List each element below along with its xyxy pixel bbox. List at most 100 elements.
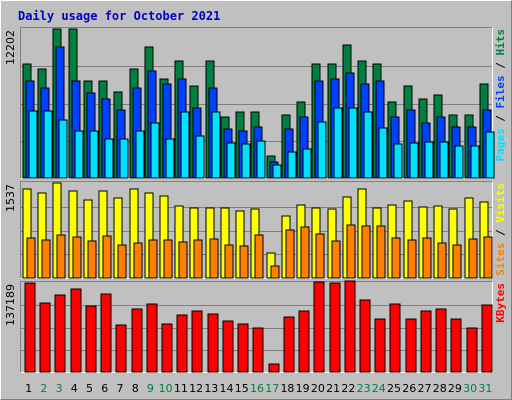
- bar-sites: [254, 234, 264, 279]
- bar-sites: [117, 244, 127, 279]
- bar-sites: [437, 242, 447, 279]
- day-label: 2: [40, 382, 47, 395]
- bar-kbytes: [100, 293, 112, 373]
- bar-pages: [272, 164, 282, 179]
- day-label: 13: [204, 382, 218, 395]
- bar-kbytes: [85, 305, 97, 373]
- day-label: 17: [265, 382, 279, 395]
- bar-pages: [378, 127, 388, 179]
- bar-sites: [209, 238, 219, 279]
- bar-sites: [239, 245, 249, 279]
- bar-kbytes: [237, 323, 249, 373]
- day-label: 12: [189, 382, 203, 395]
- bar-sites: [87, 240, 97, 279]
- x-axis-labels: 1 2 3 4 5 6 7 8 9 10 11 12 13 14 15 16 17 18 19 20 21 22 23 24 2…: [25, 382, 492, 395]
- bar-kbytes: [161, 323, 173, 373]
- bar-kbytes: [374, 318, 386, 373]
- day-label: 5: [86, 382, 93, 395]
- bar-sites: [422, 237, 432, 279]
- chart-title: Daily usage for October 2021: [18, 9, 220, 23]
- bar-sites: [270, 265, 280, 279]
- bar-pages: [409, 142, 419, 179]
- panel-visits-sites: 1537 Sites / Visits: [4, 181, 507, 279]
- bar-sites: [285, 229, 295, 279]
- bar-kbytes: [329, 282, 341, 373]
- legend-entry: /: [494, 223, 507, 243]
- bar-pages: [74, 130, 84, 179]
- bar-kbytes: [283, 316, 295, 373]
- legend: KBytes: [494, 283, 507, 323]
- bar-kbytes: [24, 282, 36, 373]
- bar-pages: [150, 122, 160, 179]
- bar-sites: [483, 236, 493, 279]
- bar-kbytes: [252, 327, 264, 373]
- legend-entry: Pages: [494, 128, 507, 161]
- bar-pages: [393, 143, 403, 179]
- bar-kbytes: [222, 320, 234, 373]
- bar-pages: [424, 141, 434, 179]
- bar-pages: [226, 142, 236, 179]
- day-label: 23: [357, 382, 371, 395]
- bar-pages: [119, 138, 129, 179]
- day-label: 16: [250, 382, 264, 395]
- y-max-label: 1537: [4, 184, 17, 212]
- bar-kbytes: [39, 302, 51, 373]
- day-label: 14: [220, 382, 234, 395]
- bar-sites: [331, 240, 341, 279]
- day-label: 22: [341, 382, 355, 395]
- bar-pages: [348, 107, 358, 179]
- bar-kbytes: [298, 310, 310, 373]
- legend-entry: /: [494, 109, 507, 129]
- bar-sites: [163, 239, 173, 279]
- bar-sites: [300, 226, 310, 279]
- bar-sites: [56, 234, 66, 279]
- legend-entry: Visits: [494, 183, 507, 223]
- bar-pages: [302, 148, 312, 179]
- legend-entry: Files: [494, 75, 507, 108]
- bar-kbytes: [54, 294, 66, 373]
- day-label: 27: [417, 382, 431, 395]
- bar-kbytes: [176, 314, 188, 373]
- panel-edge-dark: [20, 281, 493, 373]
- legend-entry: Sites: [494, 243, 507, 276]
- day-label: 1: [25, 382, 32, 395]
- bar-kbytes: [435, 308, 447, 373]
- bar-sites: [133, 242, 143, 279]
- day-label: 31: [478, 382, 492, 395]
- day-label: 15: [235, 382, 249, 395]
- day-label: 24: [372, 382, 386, 395]
- bar-kbytes: [191, 310, 203, 373]
- bar-kbytes: [420, 310, 432, 373]
- panel-edge-dark: [20, 181, 493, 279]
- day-label: 29: [448, 382, 462, 395]
- bar-sites: [391, 237, 401, 279]
- bar-pages: [485, 131, 495, 179]
- day-label: 26: [402, 382, 416, 395]
- bar-kbytes: [207, 313, 219, 373]
- bar-sites: [468, 238, 478, 279]
- bar-pages: [104, 138, 114, 179]
- bar-sites: [376, 225, 386, 279]
- bar-pages: [256, 140, 266, 179]
- day-label: 20: [311, 382, 325, 395]
- y-max-label: 137189: [4, 284, 17, 326]
- bar-pages: [43, 110, 53, 179]
- bar-kbytes: [70, 288, 82, 373]
- day-label: 10: [159, 382, 173, 395]
- bar-sites: [315, 233, 325, 279]
- bar-sites: [26, 237, 36, 279]
- bar-kbytes: [481, 304, 493, 373]
- bar-sites: [178, 241, 188, 279]
- bar-sites: [102, 235, 112, 279]
- legend: Sites / Visits: [494, 183, 507, 276]
- bar-pages: [241, 143, 251, 179]
- legend-entry: /: [494, 56, 507, 76]
- bar-pages: [180, 111, 190, 179]
- day-label: 11: [174, 382, 188, 395]
- bar-sites: [407, 239, 417, 279]
- bar-kbytes: [115, 324, 127, 373]
- bar-pages: [333, 107, 343, 179]
- bar-pages: [135, 130, 145, 179]
